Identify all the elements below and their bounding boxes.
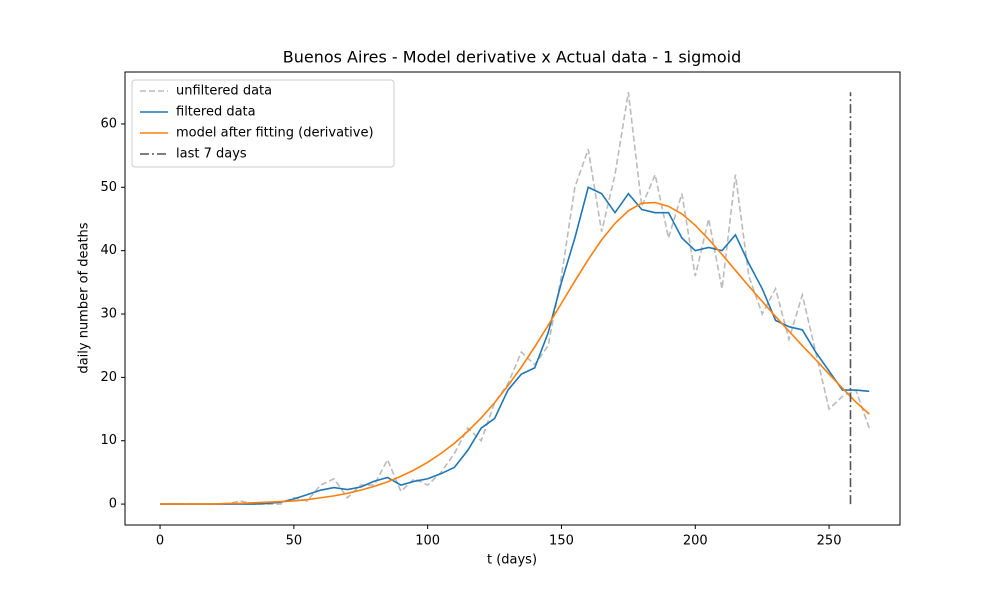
x-tick-label: 50 [286,534,303,549]
y-tick-label: 0 [109,497,117,512]
legend-label: unfiltered data [176,84,272,99]
data-line [160,92,870,505]
legend-label: last 7 days [176,147,247,162]
y-tick-label: 40 [100,243,117,258]
y-tick-label: 30 [100,307,117,322]
x-axis-label: t (days) [487,553,537,568]
x-tick-label: 0 [156,534,164,549]
y-tick-label: 60 [100,116,117,131]
x-tick-label: 100 [415,534,440,549]
y-axis-label: daily number of deaths [77,222,92,373]
y-tick-label: 20 [100,370,117,385]
data-line [160,201,870,505]
x-tick-label: 250 [817,534,842,549]
legend-box [131,79,395,168]
legend-label: filtered data [176,105,256,120]
y-tick-label: 50 [100,180,117,195]
x-tick-label: 150 [549,534,574,549]
data-line [160,186,870,505]
chart-title: Buenos Aires - Model derivative x Actual… [283,48,742,67]
legend-label: model after fitting (derivative) [176,126,374,141]
x-tick-label: 200 [683,534,708,549]
plot-frame [124,71,901,526]
y-tick-label: 10 [100,433,117,448]
